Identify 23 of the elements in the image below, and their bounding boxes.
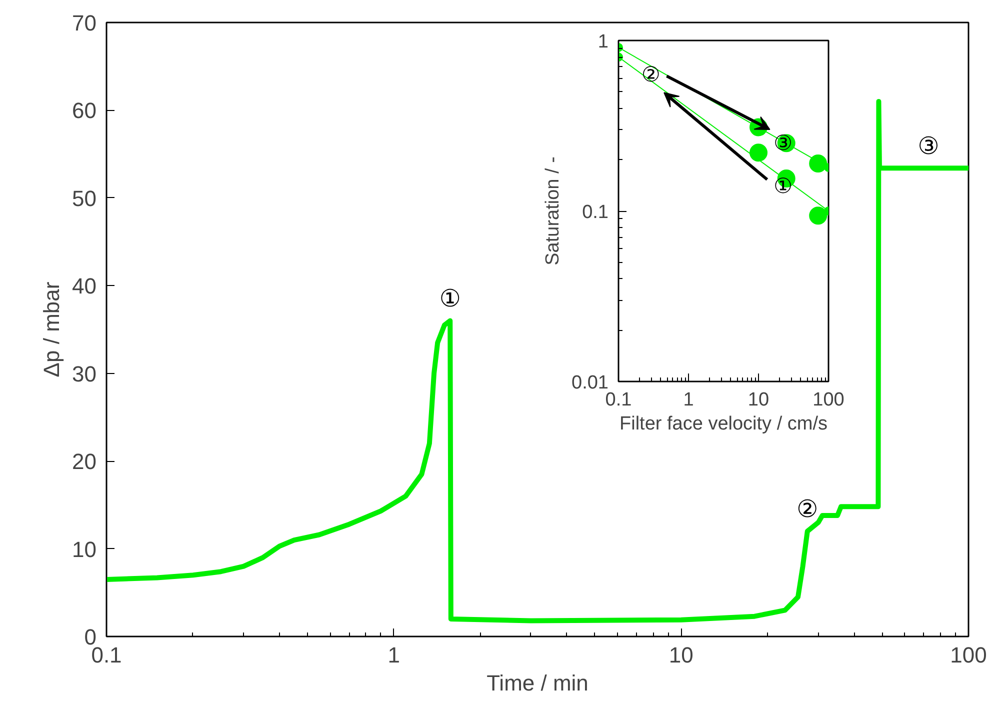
y-tick-label: 30 [72,361,97,386]
y-tick-label: 50 [72,186,97,211]
annotation: ③ [918,132,940,160]
x-tick-label: 100 [812,390,844,410]
x-tick-label: 1 [388,642,400,668]
annotation: ② [641,62,660,87]
annotation: ② [796,495,818,524]
y-axis-title: Saturation / - [542,156,564,266]
x-axis-title: Time / min [486,670,588,696]
y-tick-label: 70 [72,10,97,36]
x-axis-title: Filter face velocity / cm/s [620,414,828,434]
x-tick-label: 1 [683,390,694,410]
y-tick-label: 1 [598,32,609,52]
y-tick-label: 0.1 [582,202,609,223]
x-tick-label: 100 [950,642,987,668]
y-tick-label: 20 [72,449,97,474]
x-tick-label: 10 [748,390,770,410]
x-tick-label: 10 [668,642,694,668]
y-tick-label: 60 [72,98,97,124]
y-tick-label: 40 [72,274,97,299]
annotation: ① [439,284,461,313]
y-axis-title: Δp / mbar [39,282,64,378]
y-tick-label: 10 [72,536,97,562]
